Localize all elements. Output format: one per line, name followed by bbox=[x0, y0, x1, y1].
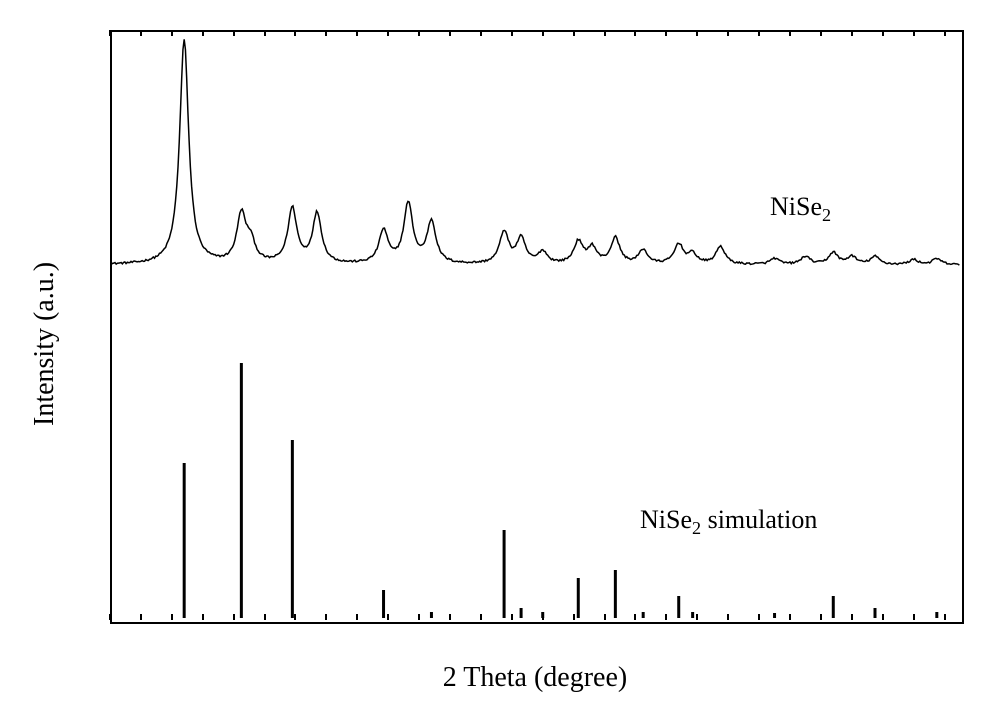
x-tick-minor bbox=[233, 30, 235, 36]
x-tick-minor bbox=[356, 614, 358, 620]
x-tick-minor bbox=[325, 614, 327, 620]
x-tick-minor bbox=[294, 614, 296, 620]
x-tick-minor bbox=[542, 30, 544, 36]
x-tick-minor bbox=[944, 614, 946, 620]
x-tick-minor bbox=[202, 30, 204, 36]
x-tick-minor bbox=[511, 30, 513, 36]
x-tick-minor bbox=[480, 614, 482, 620]
x-tick-minor bbox=[202, 614, 204, 620]
x-tick-minor bbox=[851, 30, 853, 36]
x-tick-minor bbox=[882, 614, 884, 620]
x-tick-minor bbox=[634, 30, 636, 36]
x-tick-minor bbox=[634, 614, 636, 620]
x-tick-minor bbox=[109, 614, 111, 620]
x-tick-minor bbox=[294, 30, 296, 36]
x-tick-minor bbox=[665, 614, 667, 620]
x-tick-minor bbox=[387, 30, 389, 36]
x-tick-minor bbox=[418, 614, 420, 620]
x-tick-minor bbox=[573, 614, 575, 620]
x-tick-minor bbox=[882, 30, 884, 36]
x-tick-minor bbox=[449, 30, 451, 36]
x-tick-minor bbox=[665, 30, 667, 36]
x-tick-minor bbox=[418, 30, 420, 36]
x-axis-label: 2 Theta (degree) bbox=[425, 662, 645, 694]
x-tick-minor bbox=[387, 614, 389, 620]
x-tick-minor bbox=[789, 614, 791, 620]
x-tick-minor bbox=[109, 30, 111, 36]
bottom-series-label: NiSe2 simulation bbox=[640, 505, 817, 539]
x-tick-minor bbox=[325, 30, 327, 36]
x-tick-minor bbox=[758, 614, 760, 620]
top-xrd-trace bbox=[110, 39, 959, 265]
x-tick-minor bbox=[511, 614, 513, 620]
x-tick-minor bbox=[851, 614, 853, 620]
x-tick-minor bbox=[727, 614, 729, 620]
x-tick-minor bbox=[944, 30, 946, 36]
chart-svg bbox=[0, 0, 1000, 714]
x-tick-minor bbox=[356, 30, 358, 36]
x-tick-minor bbox=[789, 30, 791, 36]
xrd-chart: Intensity (a.u.) NiSe2 NiSe2 simulation … bbox=[0, 0, 1000, 714]
x-tick-minor bbox=[604, 30, 606, 36]
x-tick-minor bbox=[542, 614, 544, 620]
x-tick-minor bbox=[696, 614, 698, 620]
x-tick-minor bbox=[820, 30, 822, 36]
x-tick-minor bbox=[604, 614, 606, 620]
x-tick-minor bbox=[480, 30, 482, 36]
x-tick-minor bbox=[758, 30, 760, 36]
x-tick-minor bbox=[696, 30, 698, 36]
x-tick-minor bbox=[140, 614, 142, 620]
x-tick-minor bbox=[913, 30, 915, 36]
x-tick-minor bbox=[233, 614, 235, 620]
x-tick-minor bbox=[264, 614, 266, 620]
x-tick-minor bbox=[171, 614, 173, 620]
x-tick-minor bbox=[727, 30, 729, 36]
x-tick-minor bbox=[573, 30, 575, 36]
x-tick-minor bbox=[449, 614, 451, 620]
x-tick-minor bbox=[264, 30, 266, 36]
x-tick-minor bbox=[913, 614, 915, 620]
x-tick-minor bbox=[140, 30, 142, 36]
top-series-label: NiSe2 bbox=[770, 192, 831, 226]
x-tick-minor bbox=[820, 614, 822, 620]
x-tick-minor bbox=[171, 30, 173, 36]
